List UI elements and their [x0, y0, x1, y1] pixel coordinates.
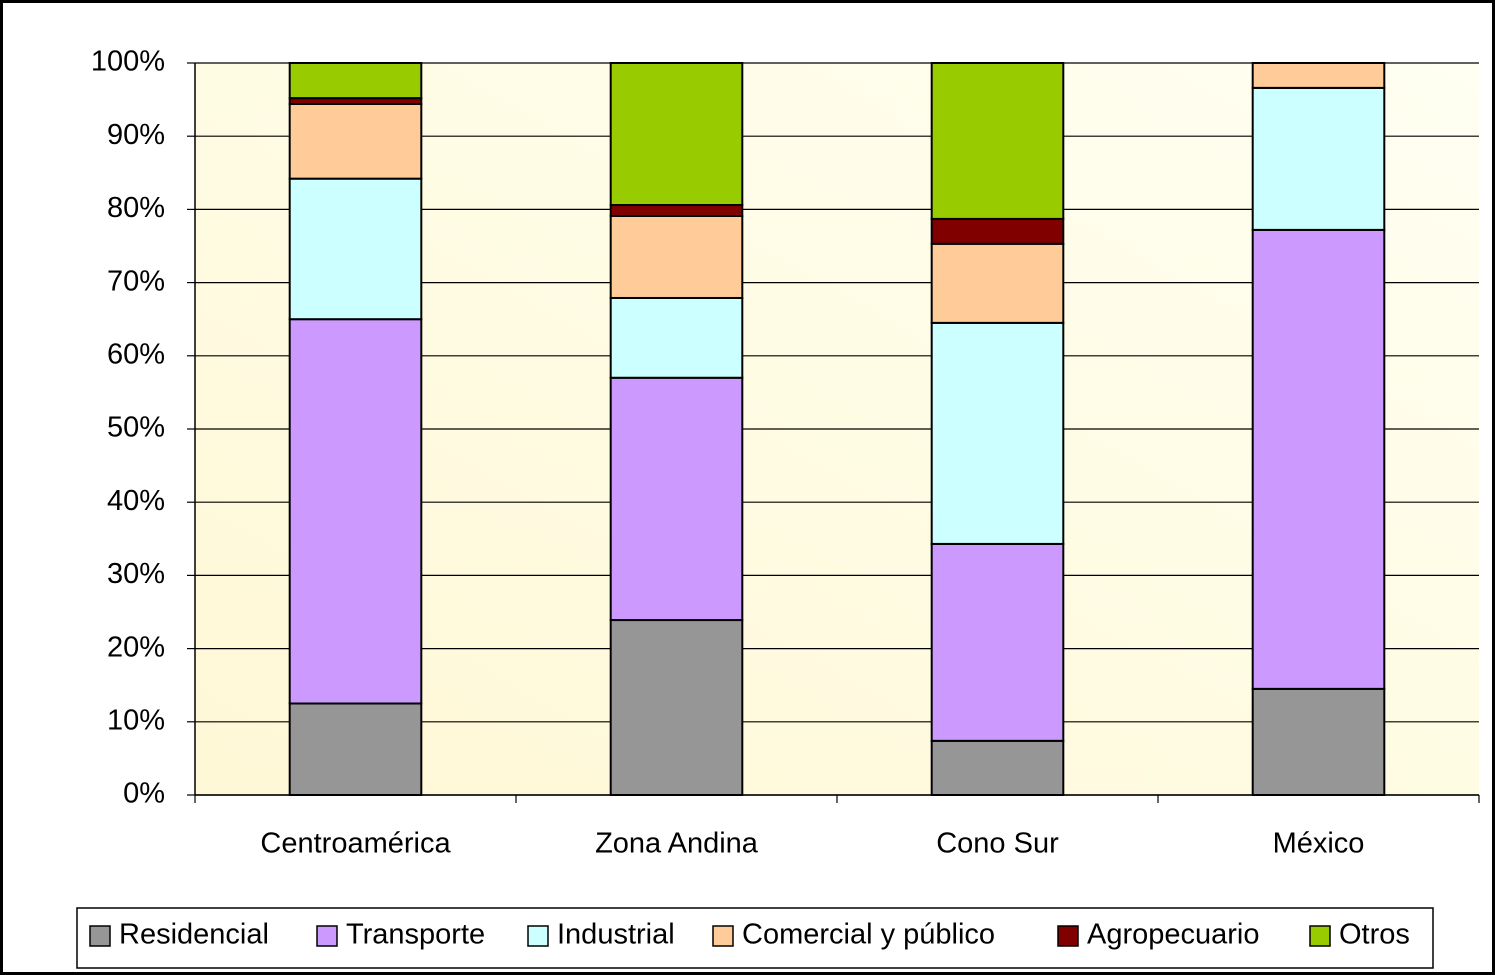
- legend-label: Industrial: [557, 919, 675, 951]
- bar-segment: [930, 217, 1065, 245]
- bar-segment: [609, 62, 744, 207]
- legend-label: Residencial: [119, 919, 269, 951]
- bar-segment: [1251, 62, 1386, 89]
- bar-segment: [1251, 687, 1386, 796]
- bar-segment: [930, 321, 1065, 545]
- y-tick-label: 0%: [123, 778, 165, 810]
- bar-segment: [930, 739, 1065, 796]
- bar-segment: [288, 62, 423, 100]
- legend-label: Transporte: [346, 919, 485, 951]
- legend-swatch: [1309, 925, 1331, 947]
- y-tick-label: 70%: [107, 265, 165, 297]
- x-tick-label: Centroamérica: [260, 828, 451, 860]
- x-tick-label: Cono Sur: [936, 828, 1059, 860]
- legend-label: Otros: [1339, 919, 1410, 951]
- bar-segment: [288, 318, 423, 705]
- y-tick-label: 90%: [107, 119, 165, 151]
- y-tick-label: 10%: [107, 704, 165, 736]
- x-tick-label: Zona Andina: [595, 828, 759, 860]
- bar-segment: [288, 702, 423, 796]
- bar-segment: [930, 62, 1065, 220]
- x-tick-label: México: [1273, 828, 1365, 860]
- y-tick-label: 40%: [107, 485, 165, 517]
- legend-swatch: [89, 925, 111, 947]
- bar-segment: [609, 214, 744, 299]
- y-tick-label: 80%: [107, 192, 165, 224]
- legend-swatch: [1057, 925, 1079, 947]
- bar-segment: [288, 177, 423, 321]
- legend-swatch: [712, 925, 734, 947]
- legend-swatch: [316, 925, 338, 947]
- bar-segment: [609, 204, 744, 217]
- bar-segment: [930, 242, 1065, 324]
- bar-segment: [930, 542, 1065, 742]
- bar-segment: [609, 619, 744, 796]
- y-tick-label: 50%: [107, 412, 165, 444]
- legend-box: [76, 907, 1434, 969]
- y-tick-label: 60%: [107, 338, 165, 370]
- y-tick-label: 30%: [107, 558, 165, 590]
- legend-label: Agropecuario: [1087, 919, 1260, 951]
- y-tick-label: 20%: [107, 631, 165, 663]
- bar-segment: [288, 102, 423, 180]
- legend-label: Comercial y público: [742, 919, 995, 951]
- legend-swatch: [527, 925, 549, 947]
- bar-segment: [1251, 228, 1386, 690]
- bar-segment: [609, 376, 744, 622]
- bar-segment: [609, 296, 744, 379]
- y-tick-label: 100%: [91, 46, 165, 78]
- bar-segment: [1251, 86, 1386, 231]
